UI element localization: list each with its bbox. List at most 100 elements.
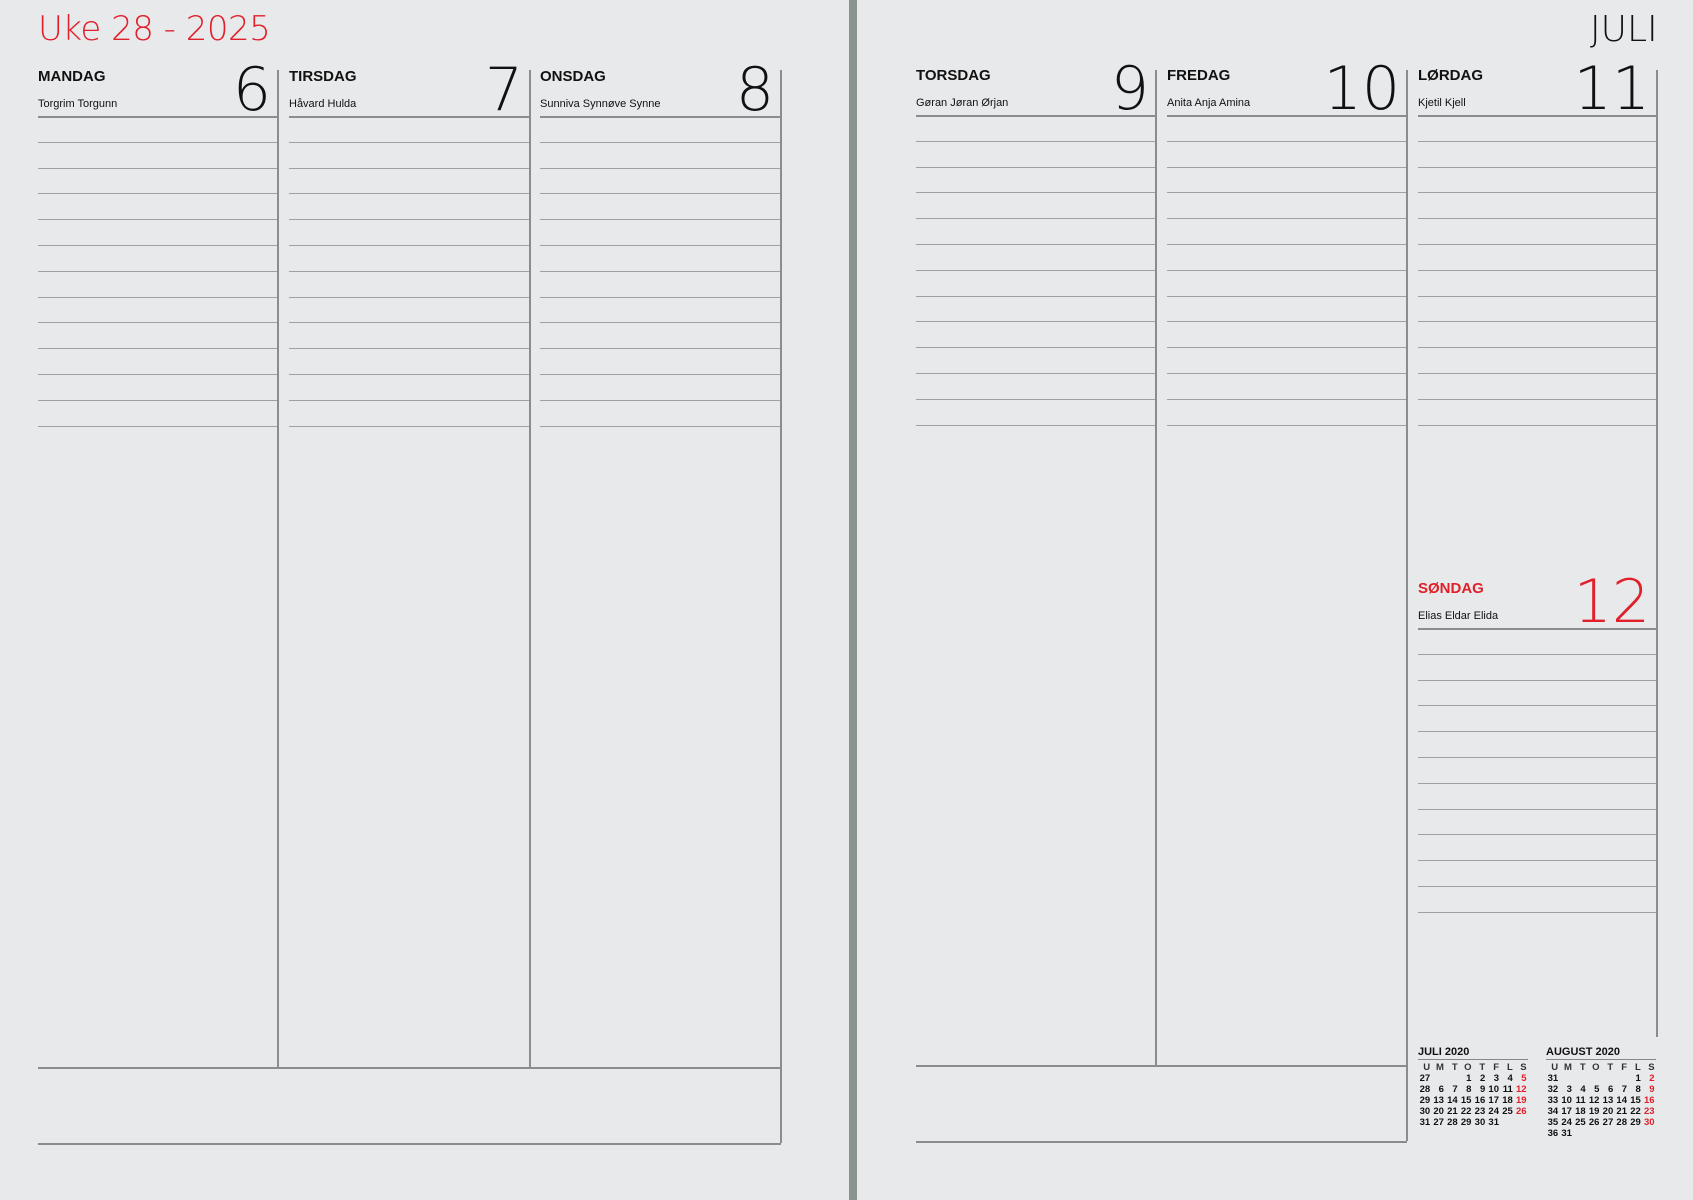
calendar-date (1432, 1073, 1446, 1084)
weekday-header: O (1464, 1062, 1472, 1073)
column-divider (529, 70, 531, 1067)
week-title: Uke 28 - 2025 (38, 9, 271, 49)
week-number: 29 (1419, 1095, 1431, 1106)
writing-line (540, 374, 780, 375)
writing-line (916, 140, 1155, 142)
week-number: 28 (1419, 1084, 1431, 1095)
week-number: 34 (1547, 1106, 1559, 1117)
calendar-date: 28 (1616, 1117, 1627, 1128)
calendar-date: 25 (1502, 1106, 1513, 1117)
calendar-date: 23 (1474, 1106, 1486, 1117)
writing-line (1418, 731, 1656, 733)
calendar-date (1615, 1073, 1629, 1084)
day-name: TIRSDAG (289, 68, 357, 85)
calendar-date (1615, 1128, 1629, 1139)
calendar-date: 31 (1561, 1128, 1572, 1139)
calendar-date: 14 (1447, 1095, 1458, 1106)
writing-line (540, 167, 780, 169)
writing-line (1167, 192, 1406, 194)
writing-line (1418, 424, 1656, 426)
day-header-rule (289, 116, 529, 118)
writing-line (1418, 911, 1656, 913)
calendar-date: 16 (1643, 1095, 1655, 1106)
writing-line (38, 167, 277, 169)
name-days: Gøran Jøran Ørjan (916, 97, 1009, 109)
writing-line (1167, 398, 1406, 400)
writing-line (916, 321, 1155, 323)
day-name: ONSDAG (540, 68, 606, 85)
weekday-header: U (1551, 1062, 1559, 1073)
writing-line (289, 296, 529, 298)
week-number: 35 (1547, 1117, 1559, 1128)
calendar-date: 5 (1521, 1073, 1527, 1084)
calendar-date: 15 (1460, 1095, 1472, 1106)
writing-line (289, 167, 529, 169)
calendar-date: 12 (1588, 1095, 1600, 1106)
day-mandag: MANDAG Torgrim Torgunn 6 (38, 60, 277, 120)
calendar-date: 31 (1488, 1117, 1499, 1128)
writing-line (916, 398, 1155, 400)
writing-line (540, 322, 780, 324)
calendar-date: 20 (1433, 1106, 1444, 1117)
writing-line (1418, 782, 1656, 784)
day-number: 8 (735, 55, 774, 125)
column-divider (780, 70, 782, 1143)
calendar-date: 3 (1493, 1073, 1499, 1084)
calendar-date (1642, 1128, 1656, 1139)
writing-line (1167, 218, 1406, 220)
day-fredag: FREDAG Anita Anja Amina 10 (1167, 59, 1406, 119)
day-lørdag: LØRDAG Kjetil Kjell 11 (1418, 59, 1656, 119)
weekday-header: T (1451, 1062, 1458, 1073)
writing-line (1418, 373, 1656, 374)
writing-line (289, 374, 529, 375)
writing-line (916, 269, 1155, 271)
writing-line (1418, 886, 1656, 887)
day-header-rule (1418, 115, 1656, 117)
mini-calendar-1: AUGUST 2020 U M T O T F L S 31 1 2 32 3 4 5 6 7 8 9 33 10 11 12… (1546, 1046, 1656, 1139)
calendar-date: 26 (1588, 1117, 1600, 1128)
writing-line (916, 424, 1155, 426)
calendar-date (1574, 1073, 1588, 1084)
calendar-date: 8 (1635, 1084, 1641, 1095)
day-torsdag: TORSDAG Gøran Jøran Ørjan 9 (916, 59, 1155, 119)
calendar-date: 29 (1460, 1117, 1472, 1128)
calendar-date: 13 (1433, 1095, 1444, 1106)
writing-line (289, 193, 529, 195)
name-days: Kjetil Kjell (1418, 97, 1466, 109)
writing-line (1418, 834, 1656, 836)
calendar-date: 13 (1602, 1095, 1614, 1106)
writing-line (38, 193, 277, 195)
writing-line (289, 348, 529, 350)
calendar-date: 9 (1649, 1084, 1655, 1095)
calendar-date: 5 (1594, 1084, 1600, 1095)
calendar-date: 22 (1460, 1106, 1472, 1117)
day-number: 11 (1573, 54, 1650, 124)
weekday-header: T (1579, 1062, 1586, 1073)
calendar-date: 23 (1643, 1106, 1655, 1117)
page-spine (849, 0, 857, 1200)
writing-line (289, 270, 529, 272)
calendar-date: 18 (1575, 1106, 1586, 1117)
calendar-date (1587, 1128, 1601, 1139)
calendar-date (1629, 1128, 1643, 1139)
writing-line (1418, 347, 1656, 349)
writing-line (289, 425, 529, 427)
calendar-date: 6 (1607, 1084, 1614, 1095)
weekday-header: M (1564, 1062, 1572, 1073)
week-number: 27 (1419, 1073, 1431, 1084)
week-number: 31 (1419, 1117, 1431, 1128)
calendar-date: 1 (1635, 1073, 1641, 1084)
day-header-rule (1167, 115, 1406, 117)
calendar-date: 18 (1502, 1095, 1513, 1106)
writing-line (1418, 653, 1656, 655)
calendar-date: 1 (1466, 1073, 1472, 1084)
calendar-date: 27 (1433, 1117, 1444, 1128)
writing-line (1167, 321, 1406, 323)
calendar-date: 7 (1621, 1084, 1627, 1095)
calendar-date (1601, 1128, 1615, 1139)
weekday-header: F (1493, 1062, 1499, 1073)
column-divider (1155, 70, 1157, 1065)
writing-line (916, 373, 1155, 374)
name-days: Anita Anja Amina (1167, 97, 1251, 109)
weekday-header: S (1520, 1062, 1527, 1073)
